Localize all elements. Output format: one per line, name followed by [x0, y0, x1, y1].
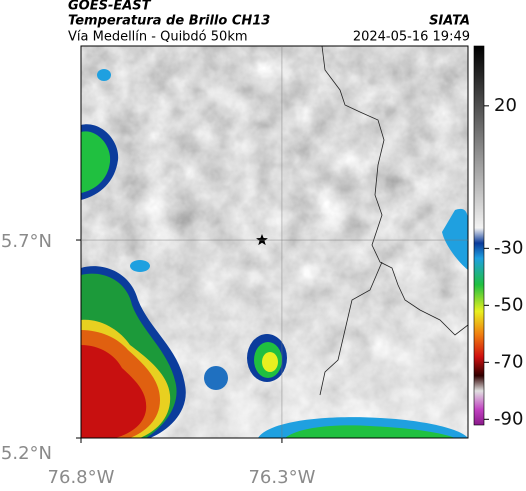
route: Vía Medellín - Quibdó 50km: [68, 30, 248, 45]
source: GOES-EAST: [68, 0, 152, 14]
x-tick-label: 76.8°W: [48, 467, 115, 488]
y-tick-label: 5.7°N: [1, 231, 52, 252]
map-image: [81, 46, 468, 438]
colorbar-label: -30: [494, 237, 523, 258]
x-tick-label: 76.3°W: [248, 467, 315, 488]
map-frame: [80, 45, 469, 439]
org: SIATA: [429, 14, 470, 29]
product: Temperatura de Brillo CH13: [68, 14, 270, 29]
colorbar-label: -50: [494, 294, 523, 315]
timestamp: 2024-05-16 19:49: [353, 30, 470, 45]
colorbar: [473, 45, 485, 426]
y-tick-label: 5.2°N: [1, 443, 52, 464]
location-marker: [256, 234, 268, 246]
colorbar-label: -70: [494, 351, 523, 372]
colorbar-label: 20: [494, 95, 517, 116]
colorbar-label: -90: [494, 408, 523, 429]
